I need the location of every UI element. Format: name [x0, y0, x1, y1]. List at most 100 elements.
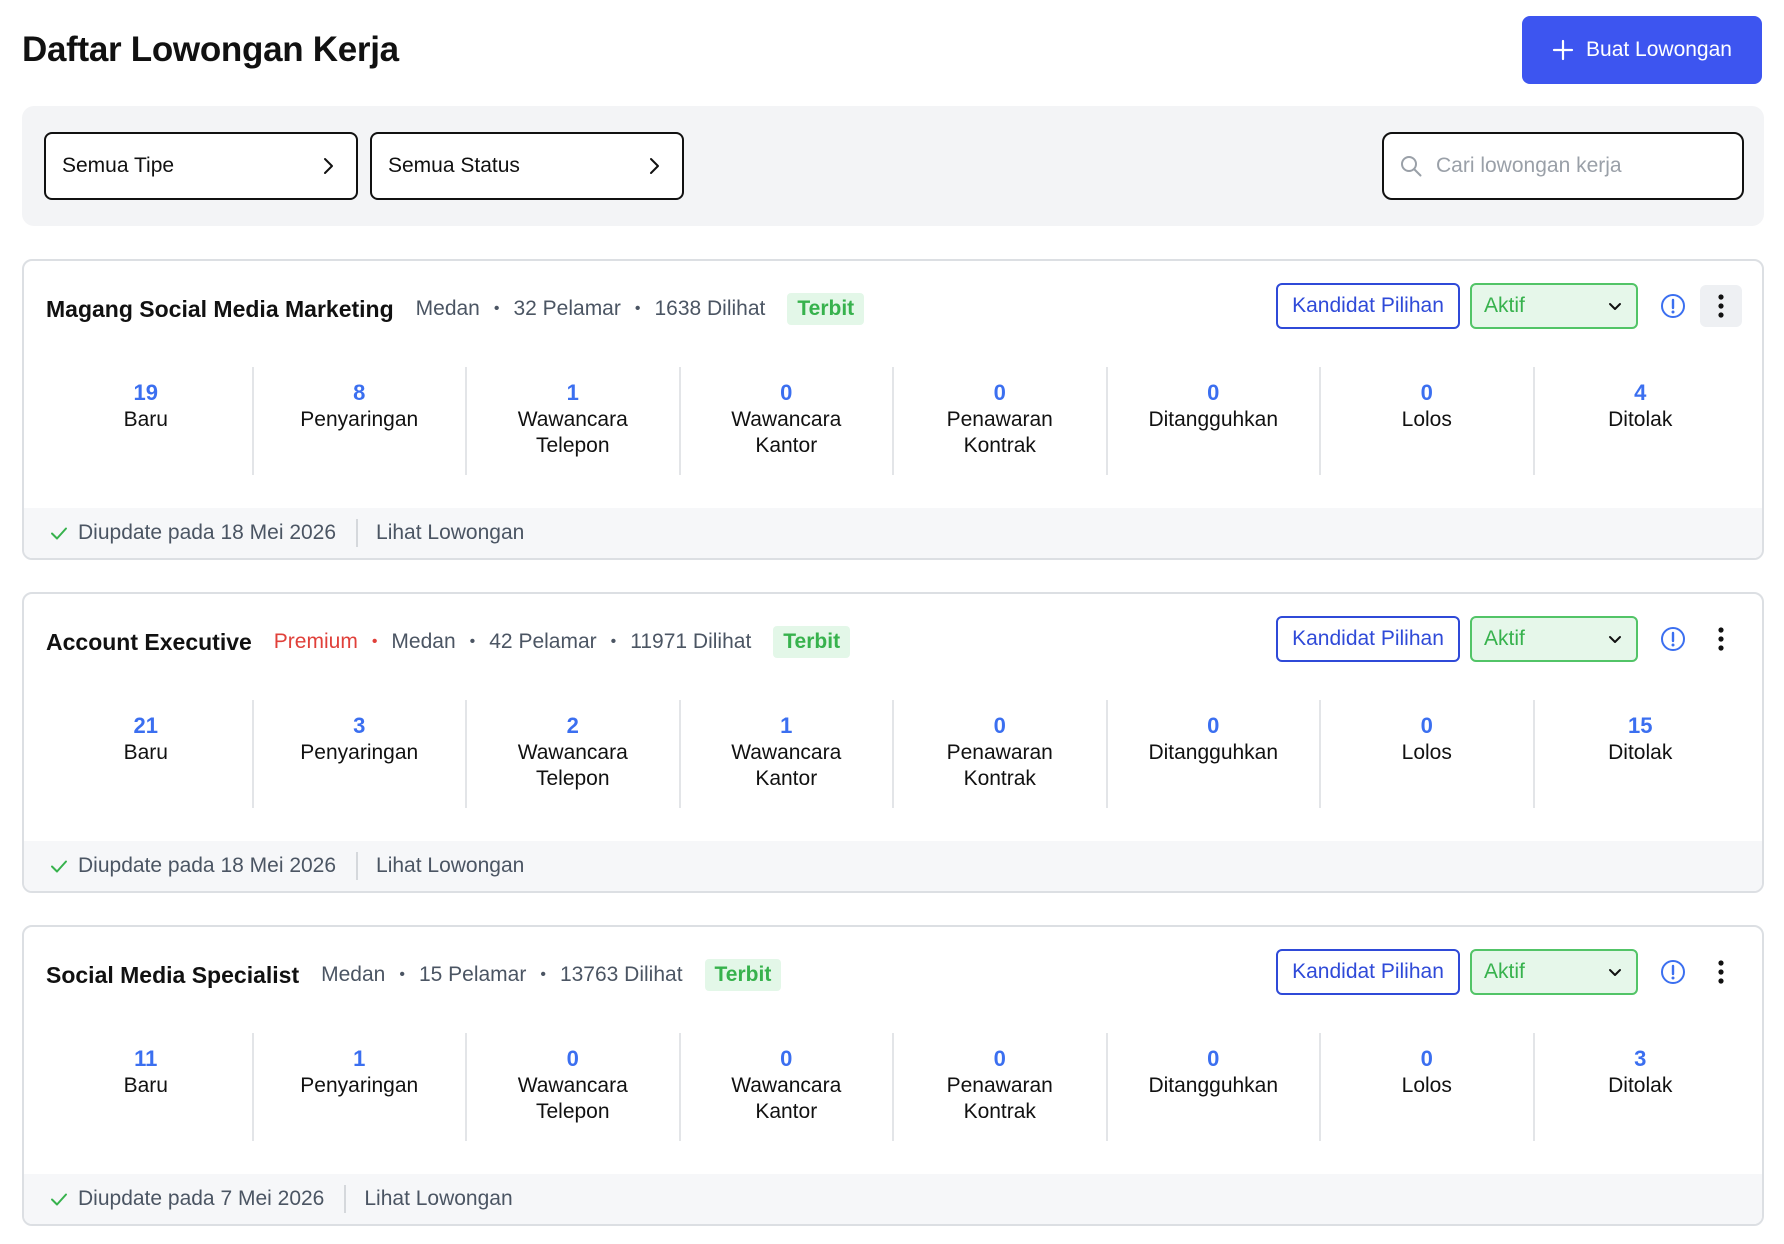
pipeline-stage[interactable]: 0 Wawancara Kantor	[681, 367, 894, 475]
stage-label: Lolos	[1401, 1074, 1452, 1097]
pipeline-stage[interactable]: 0 Lolos	[1321, 367, 1535, 475]
view-job-link[interactable]: Lihat Lowongan	[376, 854, 525, 877]
stage-label: Ditangguhkan	[1148, 741, 1279, 764]
pipeline-stage[interactable]: 0 Penawaran Kontrak	[894, 700, 1108, 808]
job-card-footer: Diupdate pada 18 Mei 2026 Lihat Lowongan	[24, 508, 1762, 558]
stage-count: 0	[993, 380, 1006, 405]
separator-dot: •	[469, 633, 476, 650]
pipeline-stage[interactable]: 0 Ditangguhkan	[1108, 700, 1321, 808]
stage-count: 0	[993, 1046, 1006, 1071]
stage-label: Wawancara Kantor	[731, 1074, 842, 1123]
pipeline-stage[interactable]: 0 Wawancara Telepon	[467, 1033, 681, 1141]
pipeline-stage[interactable]: 0 Wawancara Kantor	[681, 1033, 894, 1141]
info-icon	[1661, 627, 1685, 651]
job-card-header: Account Executive Premium • Medan • 42 P…	[24, 594, 1762, 686]
job-status-select[interactable]: Aktif	[1470, 616, 1638, 662]
job-card: Social Media Specialist Medan • 15 Pelam…	[22, 925, 1764, 1226]
stage-label: Wawancara Kantor	[731, 408, 842, 457]
create-job-button[interactable]: Buat Lowongan	[1522, 16, 1762, 84]
premium-separator-dot: •	[371, 633, 378, 650]
job-applicants: 15 Pelamar	[418, 963, 527, 986]
job-title[interactable]: Social Media Specialist	[46, 961, 300, 988]
pipeline-stage[interactable]: 0 Penawaran Kontrak	[894, 1033, 1108, 1141]
info-button[interactable]	[1658, 624, 1688, 654]
job-actions: Kandidat Pilihan Aktif	[1276, 949, 1742, 995]
stage-label: Ditolak	[1608, 1074, 1673, 1097]
pipeline-stage[interactable]: 19 Baru	[40, 367, 254, 475]
pipeline-stage[interactable]: 1 Wawancara Kantor	[681, 700, 894, 808]
more-options-button[interactable]	[1700, 285, 1742, 327]
job-views: 11971 Dilihat	[630, 630, 752, 653]
shortlist-candidates-button[interactable]: Kandidat Pilihan	[1276, 949, 1460, 995]
pipeline-stage[interactable]: 8 Penyaringan	[254, 367, 467, 475]
type-filter-select[interactable]: Semua Tipe	[44, 132, 358, 200]
pipeline-stage[interactable]: 0 Penawaran Kontrak	[894, 367, 1108, 475]
chevron-down-icon	[1609, 636, 1621, 643]
shortlist-candidates-button[interactable]: Kandidat Pilihan	[1276, 616, 1460, 662]
pipeline-stage[interactable]: 3 Ditolak	[1535, 1033, 1747, 1141]
search-box[interactable]	[1382, 132, 1744, 200]
pipeline-stage[interactable]: 0 Lolos	[1321, 1033, 1535, 1141]
job-location: Medan	[391, 630, 456, 653]
stage-label: Wawancara Telepon	[517, 741, 628, 790]
pipeline-stage[interactable]: 0 Ditangguhkan	[1108, 367, 1321, 475]
stage-count: 0	[1207, 380, 1220, 405]
job-meta-row: Magang Social Media Marketing Medan • 32…	[46, 291, 865, 327]
updated-date: Diupdate pada 18 Mei 2026	[78, 521, 337, 544]
search-icon	[1401, 156, 1422, 177]
stage-count: 1	[566, 380, 579, 405]
pipeline-stage[interactable]: 4 Ditolak	[1535, 367, 1747, 475]
info-button[interactable]	[1658, 957, 1688, 987]
shortlist-candidates-button[interactable]: Kandidat Pilihan	[1276, 283, 1460, 329]
stage-count: 0	[1420, 380, 1433, 405]
job-title[interactable]: Account Executive	[46, 628, 252, 655]
footer-divider	[356, 852, 359, 880]
premium-label: Premium	[273, 630, 358, 653]
pipeline-stage[interactable]: 2 Wawancara Telepon	[467, 700, 681, 808]
pipeline-stage[interactable]: 3 Penyaringan	[254, 700, 467, 808]
stage-count: 3	[1634, 1046, 1647, 1071]
type-filter-label: Semua Tipe	[62, 154, 175, 177]
pipeline-stage[interactable]: 21 Baru	[40, 700, 254, 808]
search-input[interactable]	[1436, 154, 1726, 178]
stage-label: Lolos	[1401, 741, 1452, 764]
job-status-select[interactable]: Aktif	[1470, 949, 1638, 995]
footer-divider	[344, 1185, 347, 1213]
chevron-down-icon	[1609, 303, 1621, 310]
chevron-right-icon	[650, 158, 659, 174]
stage-count: 0	[566, 1046, 579, 1071]
stage-label: Wawancara Telepon	[517, 408, 628, 457]
pipeline-stage[interactable]: 1 Penyaringan	[254, 1033, 467, 1141]
footer-divider	[356, 519, 359, 547]
view-job-link[interactable]: Lihat Lowongan	[364, 1187, 513, 1210]
job-status-select[interactable]: Aktif	[1470, 283, 1638, 329]
job-title[interactable]: Magang Social Media Marketing	[46, 295, 394, 322]
check-icon	[51, 860, 67, 873]
pipeline-stage[interactable]: 0 Lolos	[1321, 700, 1535, 808]
pipeline-stage[interactable]: 0 Ditangguhkan	[1108, 1033, 1321, 1141]
job-status-value: Aktif	[1484, 960, 1525, 983]
status-filter-select[interactable]: Semua Status	[370, 132, 684, 200]
pipeline-stage[interactable]: 11 Baru	[40, 1033, 254, 1141]
job-status-value: Aktif	[1484, 627, 1525, 650]
stage-label: Ditolak	[1608, 741, 1673, 764]
more-options-button[interactable]	[1700, 618, 1742, 660]
job-card-footer: Diupdate pada 7 Mei 2026 Lihat Lowongan	[24, 1174, 1762, 1224]
chevron-down-icon	[1609, 969, 1621, 976]
pipeline-stats: 11 Baru 1 Penyaringan 0 Wawancara Telepon 0 Waw…	[40, 1033, 1746, 1141]
separator-dot: •	[634, 300, 641, 317]
job-applicants: 32 Pelamar	[513, 297, 621, 320]
stage-label: Ditolak	[1608, 408, 1673, 431]
stage-label: Baru	[123, 741, 168, 764]
pipeline-stage[interactable]: 15 Ditolak	[1535, 700, 1747, 808]
job-views: 13763 Dilihat	[559, 963, 683, 986]
more-options-button[interactable]	[1700, 951, 1742, 993]
job-meta-row: Social Media Specialist Medan • 15 Pelam…	[46, 957, 782, 993]
stage-label: Wawancara Telepon	[517, 1074, 628, 1123]
stage-label: Ditangguhkan	[1148, 1074, 1279, 1097]
pipeline-stage[interactable]: 1 Wawancara Telepon	[467, 367, 681, 475]
view-job-link[interactable]: Lihat Lowongan	[376, 521, 525, 544]
info-button[interactable]	[1658, 291, 1688, 321]
stage-label: Lolos	[1401, 408, 1452, 431]
stage-count: 0	[1207, 713, 1220, 738]
